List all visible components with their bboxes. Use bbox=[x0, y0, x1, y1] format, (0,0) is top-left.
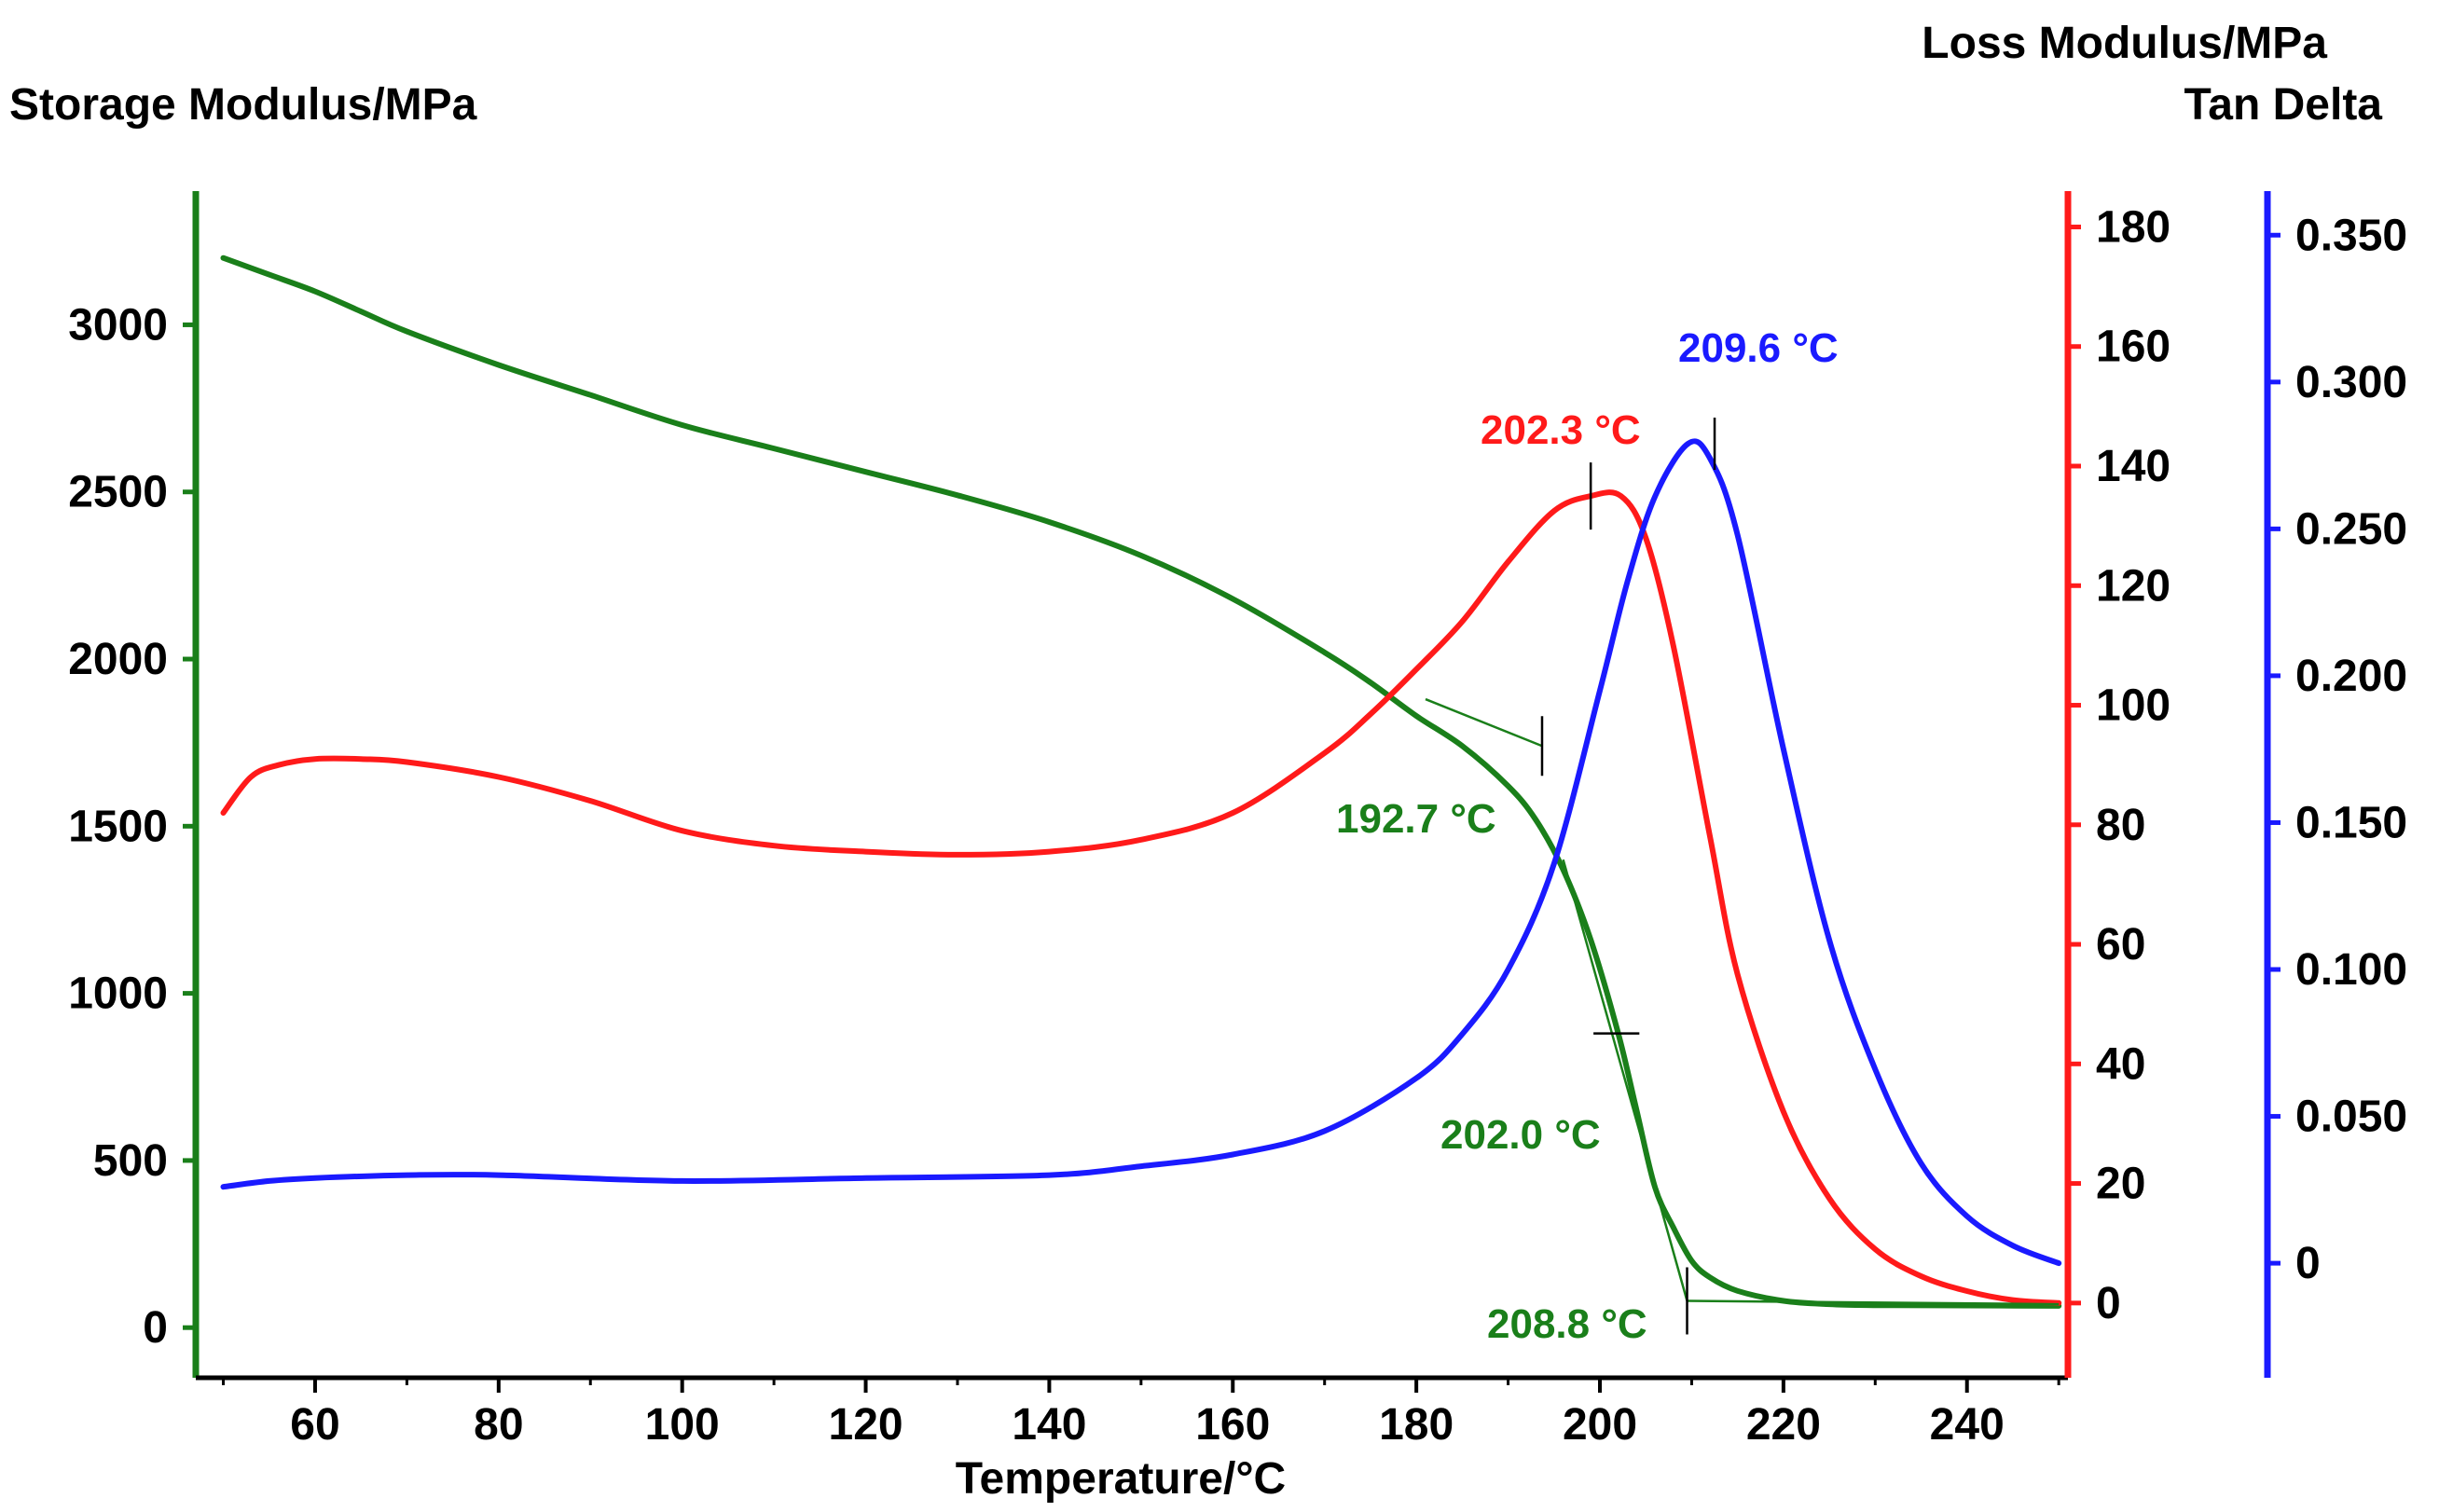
x-tick-label: 80 bbox=[474, 1400, 523, 1450]
y-loss-tick-label: 0 bbox=[2096, 1279, 2121, 1328]
y-left-tick-label: 3000 bbox=[68, 300, 168, 350]
y-tan-tick-label: 0.050 bbox=[2295, 1093, 2407, 1142]
y-tan-tick-label: 0 bbox=[2295, 1239, 2321, 1288]
x-tick-label: 120 bbox=[829, 1400, 903, 1450]
y-loss-tick-label: 40 bbox=[2096, 1039, 2145, 1089]
y-tan-tick-label: 0.100 bbox=[2295, 945, 2407, 995]
y-left-tick-label: 2500 bbox=[68, 468, 168, 517]
annotation-label: 192.7 °C bbox=[1336, 796, 1496, 842]
annotation-group: 202.3 °C 209.6 °C 192.7 °C 202.0 °C 208.8 °C bbox=[1336, 325, 2060, 1347]
tangent-line bbox=[1425, 697, 1543, 748]
x-tick-label: 60 bbox=[290, 1400, 339, 1450]
storage-modulus-series bbox=[220, 254, 2062, 1309]
tan-delta-series bbox=[220, 438, 2062, 1267]
y-loss-tick-label: 60 bbox=[2096, 920, 2145, 969]
x-tick-label: 180 bbox=[1379, 1400, 1454, 1450]
y-loss-tick-label: 140 bbox=[2096, 442, 2170, 491]
x-tick-label: 220 bbox=[1746, 1400, 1821, 1450]
annotation-label: 202.3 °C bbox=[1481, 407, 1641, 453]
loss-modulus-series bbox=[220, 489, 2062, 1306]
y-left-axis-title: Storage Modulus/MPa bbox=[9, 80, 477, 130]
y-loss-tick-label: 20 bbox=[2096, 1160, 2145, 1209]
annotation-label: 209.6 °C bbox=[1678, 325, 1839, 371]
y-tan-tick-label: 0.350 bbox=[2295, 211, 2407, 260]
annotation-label: 202.0 °C bbox=[1440, 1112, 1601, 1158]
y-left-tick-label: 0 bbox=[143, 1303, 168, 1353]
x-tick-label: 160 bbox=[1195, 1400, 1270, 1450]
x-tick-label: 140 bbox=[1012, 1400, 1086, 1450]
x-tick-label: 240 bbox=[1930, 1400, 2005, 1450]
y-tan-tick-label: 0.150 bbox=[2295, 798, 2407, 847]
y-left-tick-label: 1000 bbox=[68, 969, 168, 1019]
y-left-tick-label: 2000 bbox=[68, 635, 168, 684]
curves-group bbox=[220, 254, 2062, 1309]
y-tan-tick-label: 0.250 bbox=[2295, 504, 2407, 554]
y-left-tick-label: 500 bbox=[93, 1136, 168, 1186]
y-left-tick-label: 1500 bbox=[68, 802, 168, 851]
x-tick-label: 200 bbox=[1563, 1400, 1637, 1450]
y-loss-axis-title: Loss Modulus/MPa bbox=[1922, 19, 2327, 68]
y-tan-tick-label: 0.300 bbox=[2295, 358, 2407, 407]
y-loss-tick-label: 180 bbox=[2096, 202, 2170, 252]
tangent-line bbox=[1562, 859, 1688, 1301]
y-tan-axis-title: Tan Delta bbox=[2184, 80, 2383, 130]
y-loss-tick-label: 100 bbox=[2096, 681, 2170, 731]
y-tan-tick-label: 0.200 bbox=[2295, 652, 2407, 701]
x-tick-label: 100 bbox=[645, 1400, 720, 1450]
y-loss-tick-label: 160 bbox=[2096, 323, 2170, 372]
tangent-line bbox=[1687, 1299, 2060, 1306]
y-loss-tick-label: 120 bbox=[2096, 561, 2170, 611]
y-loss-tick-label: 80 bbox=[2096, 801, 2145, 850]
annotation-label: 208.8 °C bbox=[1487, 1301, 1647, 1347]
x-axis-title: Temperature/°C bbox=[956, 1454, 1286, 1504]
